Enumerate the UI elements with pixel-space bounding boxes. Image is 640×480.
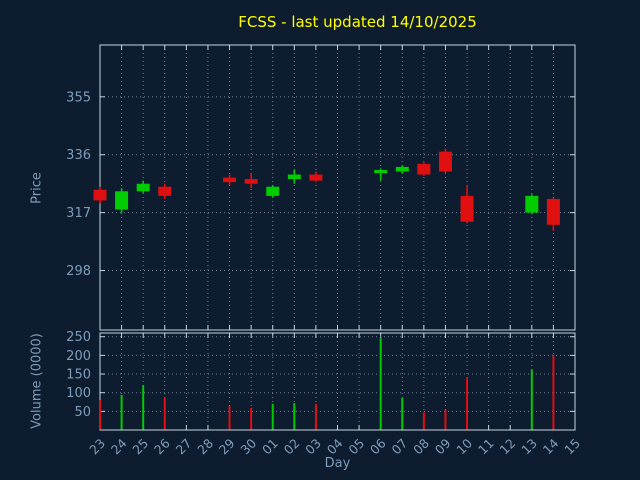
chart-title: FCSS - last updated 14/10/2025 [238,13,477,31]
volume-tick-label: 100 [66,386,91,401]
x-tick-label: 25 [129,436,151,458]
x-tick-label: 07 [389,436,411,458]
x-tick-label: 29 [216,435,238,457]
price-tick-label: 336 [66,148,91,163]
candle-body [266,186,280,196]
x-axis-label: Day [324,456,351,471]
volume-tick-label: 150 [66,368,91,383]
x-tick-label: 04 [324,435,346,457]
x-tick-label: 09 [432,435,454,457]
candle-body [158,186,172,196]
volume-tick-label: 250 [66,330,91,345]
candle-body [136,183,150,192]
candle-body [395,166,409,172]
candle-body [223,177,237,183]
x-tick-label: 14 [540,435,562,457]
x-tick-label: 06 [367,435,389,457]
volume-panel-border [99,332,576,431]
candle-body [93,189,107,201]
volume-tick-label: 200 [66,349,91,364]
x-tick-label: 15 [561,436,583,458]
candle-body [460,195,474,222]
x-tick-label: 12 [496,436,518,458]
candle-body [287,174,301,180]
candle-body [244,179,258,184]
x-tick-label: 27 [173,436,195,458]
x-tick-label: 01 [259,436,281,458]
x-tick-label: 05 [345,436,367,458]
volume-tick-label: 50 [74,405,91,420]
x-tick-label: 13 [518,436,540,458]
x-tick-label: 11 [475,436,497,458]
price-axis-label: Price [29,172,45,204]
x-tick-label: 28 [194,435,216,457]
candle-body [417,163,431,175]
candle-body [546,198,560,225]
price-tick-label: 298 [66,264,91,279]
volume-axis-label: Volume (0000) [29,333,45,429]
x-tick-label: 03 [302,436,324,458]
x-tick-label: 26 [151,435,173,457]
candle-body [309,174,323,181]
price-tick-label: 317 [66,206,91,221]
candle-body [115,191,129,210]
candle-body [374,169,388,174]
x-tick-label: 30 [237,435,259,457]
x-tick-label: 23 [86,436,108,458]
x-tick-label: 02 [281,436,303,458]
x-tick-label: 10 [453,435,475,457]
x-tick-label: 24 [108,435,130,457]
x-tick-label: 08 [410,435,432,457]
candle-body [525,195,539,213]
candle-body [438,151,452,172]
price-tick-label: 355 [66,90,91,105]
